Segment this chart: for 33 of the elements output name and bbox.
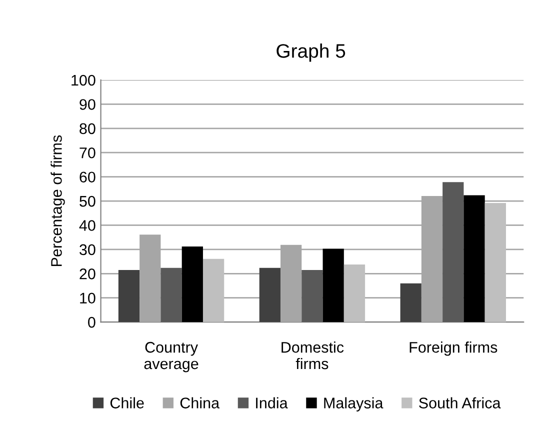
- bar: [182, 246, 203, 322]
- bar: [202, 258, 224, 322]
- bar: [464, 195, 485, 322]
- y-tick-label: 60: [80, 172, 96, 183]
- legend-label: China: [180, 397, 220, 408]
- bar: [400, 283, 422, 322]
- x-tick-label: Domestic firms: [282, 342, 344, 370]
- x-tick-label: Foreign firms: [410, 342, 498, 356]
- y-tick-label: 20: [80, 268, 96, 280]
- bar: [302, 270, 323, 322]
- bar: [344, 264, 366, 322]
- bar: [322, 248, 344, 322]
- y-tick-label: 100: [72, 74, 96, 86]
- legend-label: Malaysia: [324, 397, 384, 412]
- bar: [484, 202, 506, 322]
- legend-label: India: [256, 397, 288, 408]
- bar: [442, 182, 464, 322]
- legend-label: South Africa: [419, 397, 501, 408]
- bar: [118, 270, 140, 322]
- chart-title: Graph 5: [276, 44, 346, 62]
- y-tick-label: 80: [80, 123, 96, 134]
- y-tick-label: 30: [80, 244, 96, 256]
- bar: [160, 268, 182, 322]
- y-tick-label: 90: [80, 99, 96, 110]
- y-tick-label: 10: [80, 292, 96, 304]
- y-tick-label: 70: [80, 147, 96, 158]
- y-tick-label: 50: [80, 196, 96, 207]
- y-tick-label: 0: [88, 316, 96, 328]
- y-tick-label: 40: [79, 220, 96, 231]
- bar: [259, 268, 280, 322]
- x-tick-label: Country average: [144, 342, 198, 372]
- y-axis-title: Percentage of firms: [50, 135, 65, 266]
- legend-label: Chile: [110, 397, 144, 408]
